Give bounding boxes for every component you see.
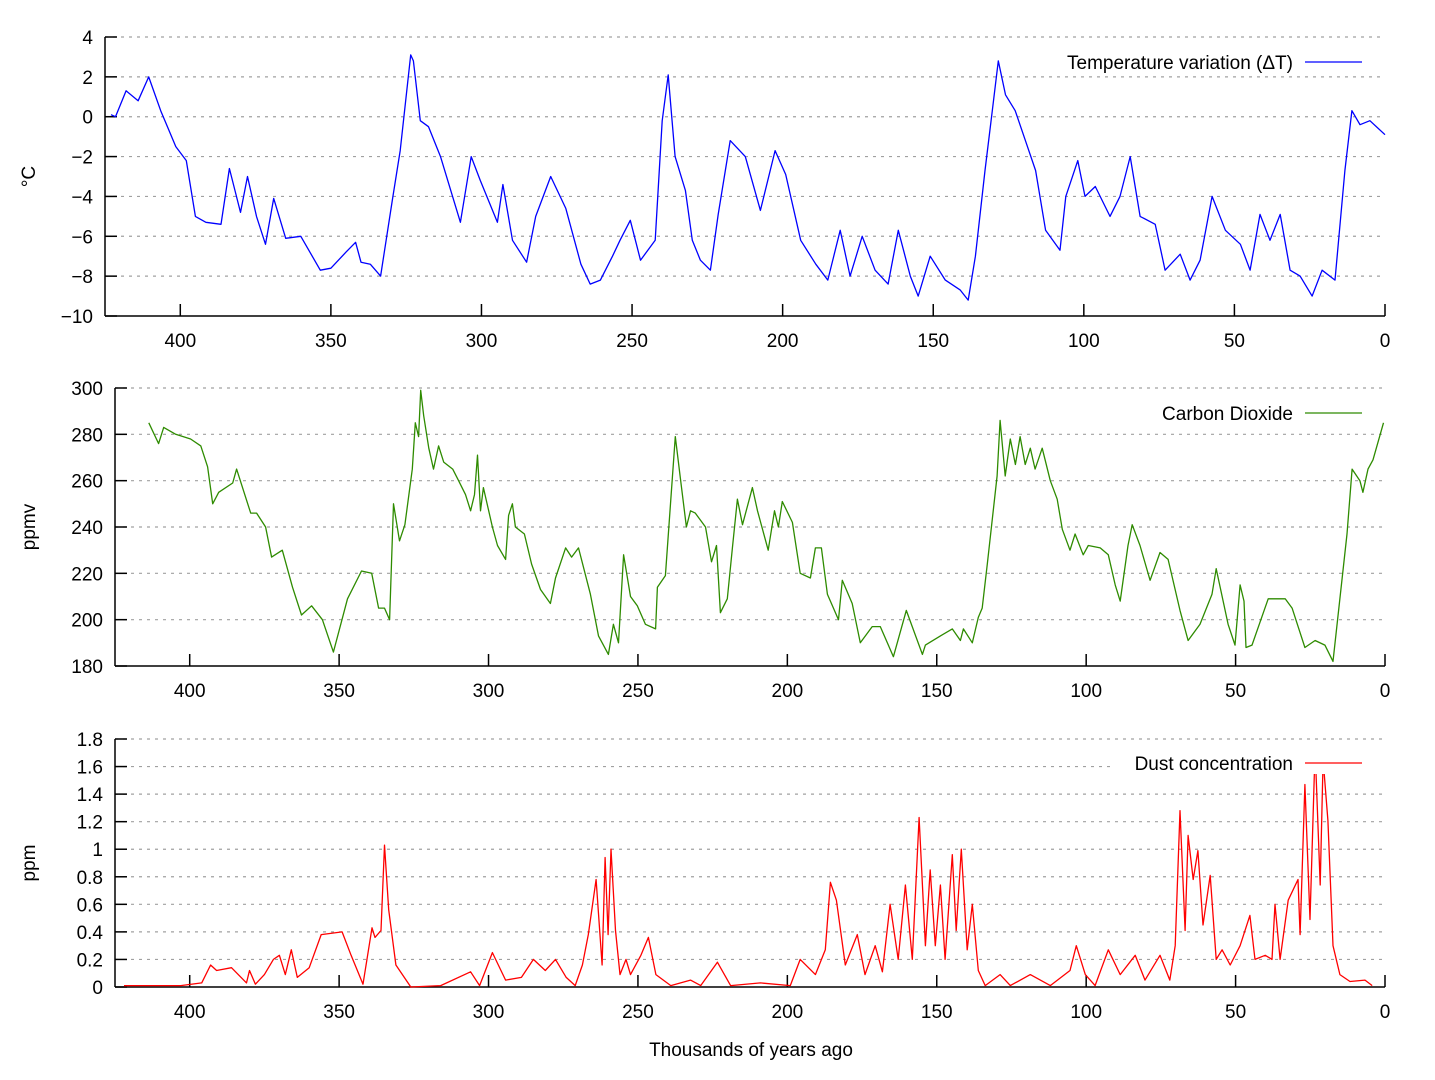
y-tick-label: 1 (92, 840, 103, 861)
y-tick-label: 240 (71, 518, 103, 539)
series-line (124, 747, 1373, 988)
y-tick-label: 220 (71, 564, 103, 585)
x-tick-label: 50 (1225, 1002, 1246, 1023)
y-tick-label: 1.8 (77, 730, 103, 751)
y-tick-label: 0 (92, 978, 103, 999)
legend-background (1035, 45, 1370, 73)
legend-label: Temperature variation (ΔT) (1067, 53, 1293, 74)
x-axis-label: Thousands of years ago (649, 1040, 853, 1061)
x-tick-label: 100 (1070, 1002, 1102, 1023)
legend-label: Dust concentration (1135, 754, 1293, 775)
x-tick-label: 300 (473, 1002, 505, 1023)
x-tick-label: 200 (767, 331, 799, 352)
x-tick-label: 150 (917, 331, 949, 352)
y-tick-label: −2 (71, 148, 93, 169)
x-tick-label: 400 (174, 1002, 206, 1023)
x-tick-label: 0 (1380, 331, 1391, 352)
x-tick-label: 400 (174, 681, 206, 702)
y-axis-label: ppmv (19, 503, 40, 550)
x-tick-label: 300 (473, 681, 505, 702)
y-tick-label: 0.8 (77, 868, 103, 889)
x-tick-label: 250 (622, 1002, 654, 1023)
y-tick-label: 200 (71, 611, 103, 632)
y-tick-label: 0.4 (77, 923, 104, 944)
x-tick-label: 250 (616, 331, 648, 352)
y-tick-label: 180 (71, 657, 103, 678)
y-tick-label: −8 (71, 267, 93, 288)
y-tick-label: 0 (82, 108, 93, 129)
x-tick-label: 100 (1070, 681, 1102, 702)
x-tick-label: 150 (921, 681, 953, 702)
y-tick-label: 260 (71, 472, 103, 493)
x-tick-label: 350 (323, 681, 355, 702)
x-tick-label: 300 (466, 331, 498, 352)
y-tick-label: 280 (71, 425, 103, 446)
y-tick-label: −6 (71, 227, 93, 248)
y-axis-label: °C (19, 166, 40, 187)
x-tick-label: 400 (164, 331, 196, 352)
y-tick-label: 300 (71, 379, 103, 400)
x-tick-label: 200 (772, 1002, 804, 1023)
legend-label: Carbon Dioxide (1162, 404, 1293, 425)
legend-background (1035, 396, 1370, 424)
x-tick-label: 100 (1068, 331, 1100, 352)
series-line (148, 389, 1385, 663)
y-tick-label: 1.6 (77, 758, 103, 779)
x-tick-label: 350 (315, 331, 347, 352)
series-line (110, 54, 1386, 301)
y-tick-label: 0.6 (77, 895, 103, 916)
y-tick-label: −10 (61, 307, 93, 328)
x-tick-label: 50 (1225, 681, 1246, 702)
x-tick-label: 200 (772, 681, 804, 702)
x-tick-label: 0 (1380, 1002, 1391, 1023)
x-tick-label: 150 (921, 1002, 953, 1023)
x-tick-label: 50 (1224, 331, 1245, 352)
x-tick-label: 250 (622, 681, 654, 702)
y-tick-label: 0.2 (77, 950, 103, 971)
y-tick-label: 4 (82, 28, 93, 49)
x-tick-label: 0 (1380, 681, 1391, 702)
x-tick-label: 350 (323, 1002, 355, 1023)
y-tick-label: −4 (71, 187, 93, 208)
y-tick-label: 1.2 (77, 813, 103, 834)
y-axis-label: ppm (19, 845, 40, 882)
y-tick-label: 1.4 (77, 785, 104, 806)
legend-background (1110, 746, 1435, 774)
y-tick-label: 2 (82, 68, 93, 89)
